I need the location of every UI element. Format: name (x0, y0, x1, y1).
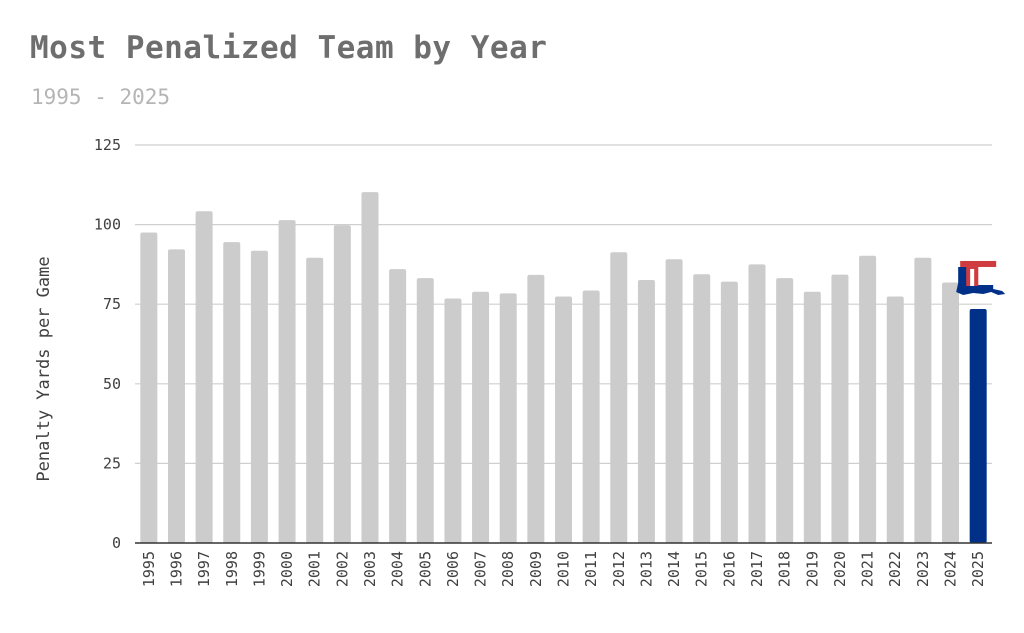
y-axis-label: Penalty Yards per Game (34, 256, 54, 481)
bar (748, 264, 766, 543)
bar (250, 250, 268, 543)
x-tick-label: 2006 (444, 551, 462, 587)
x-tick-label: 2013 (637, 551, 655, 587)
x-tick-label: 2009 (527, 551, 545, 587)
bar (140, 232, 158, 543)
bar (803, 291, 821, 543)
bar (333, 225, 351, 543)
x-tick-label: 1996 (167, 551, 185, 587)
x-tick-label: 2012 (610, 551, 628, 587)
x-tick-label: 2015 (693, 551, 711, 587)
bar (278, 220, 296, 543)
x-tick-label: 2017 (748, 551, 766, 587)
bar (306, 257, 324, 543)
x-tick-label: 2002 (333, 551, 351, 587)
bar (361, 192, 379, 543)
bar (167, 249, 185, 544)
bar (610, 252, 628, 544)
bar (195, 211, 213, 543)
x-tick-label: 2020 (831, 551, 849, 587)
y-tick-label: 25 (103, 454, 121, 472)
y-tick-label: 75 (103, 295, 121, 313)
bar (693, 274, 711, 543)
x-tick-label: 2016 (720, 551, 738, 587)
bar (582, 290, 600, 543)
x-tick-label: 1995 (140, 551, 158, 587)
bar (665, 259, 683, 543)
bar (472, 291, 490, 543)
x-axis-ticks: 1995 1996 1997 1998 1999 2000 2001 2002 2003 2004… (140, 551, 987, 587)
y-tick-label: 125 (94, 136, 121, 154)
x-tick-label: 2003 (361, 551, 379, 587)
bar (555, 296, 572, 543)
chart-title: Most Penalized Team by Year (30, 30, 548, 66)
bar (223, 242, 241, 543)
chart-subtitle: 1995 - 2025 (31, 85, 171, 109)
x-tick-label: 2014 (665, 551, 683, 587)
bars (140, 192, 987, 544)
x-tick-label: 1998 (223, 551, 241, 587)
bar (389, 269, 407, 543)
bar (637, 280, 655, 543)
louisiana-tech-logo-icon (956, 260, 1006, 295)
bar (444, 298, 462, 543)
x-tick-label: 2010 (555, 551, 573, 587)
y-axis-ticks: 0 25 50 75 100 125 (94, 136, 121, 552)
x-tick-label: 2022 (886, 551, 904, 587)
bar (886, 296, 904, 543)
x-tick-label: 2000 (278, 551, 296, 587)
y-tick-label: 100 (94, 216, 121, 234)
x-tick-label: 2018 (776, 551, 794, 587)
x-tick-label: 2024 (942, 551, 960, 587)
bar (499, 293, 517, 543)
x-tick-label: 2025 (969, 551, 987, 587)
x-tick-label: 2001 (306, 551, 324, 587)
bar-highlighted (969, 308, 987, 543)
x-tick-label: 2011 (582, 551, 600, 587)
bar (416, 278, 434, 543)
x-tick-label: 1999 (250, 551, 268, 587)
x-tick-label: 1997 (195, 551, 213, 587)
bar (720, 281, 738, 543)
x-tick-label: 2021 (859, 551, 877, 587)
x-tick-label: 2004 (389, 551, 407, 587)
bar (831, 274, 849, 543)
y-tick-label: 50 (103, 375, 121, 393)
x-tick-label: 2005 (416, 551, 434, 587)
x-tick-label: 2007 (472, 551, 490, 587)
bar (527, 274, 545, 543)
bar (914, 257, 932, 543)
x-tick-label: 2019 (803, 551, 821, 587)
x-tick-label: 2008 (499, 551, 517, 587)
y-tick-label: 0 (112, 534, 121, 552)
bar (776, 278, 794, 543)
bar (859, 255, 877, 543)
bar (942, 282, 960, 543)
x-tick-label: 2023 (914, 551, 932, 587)
